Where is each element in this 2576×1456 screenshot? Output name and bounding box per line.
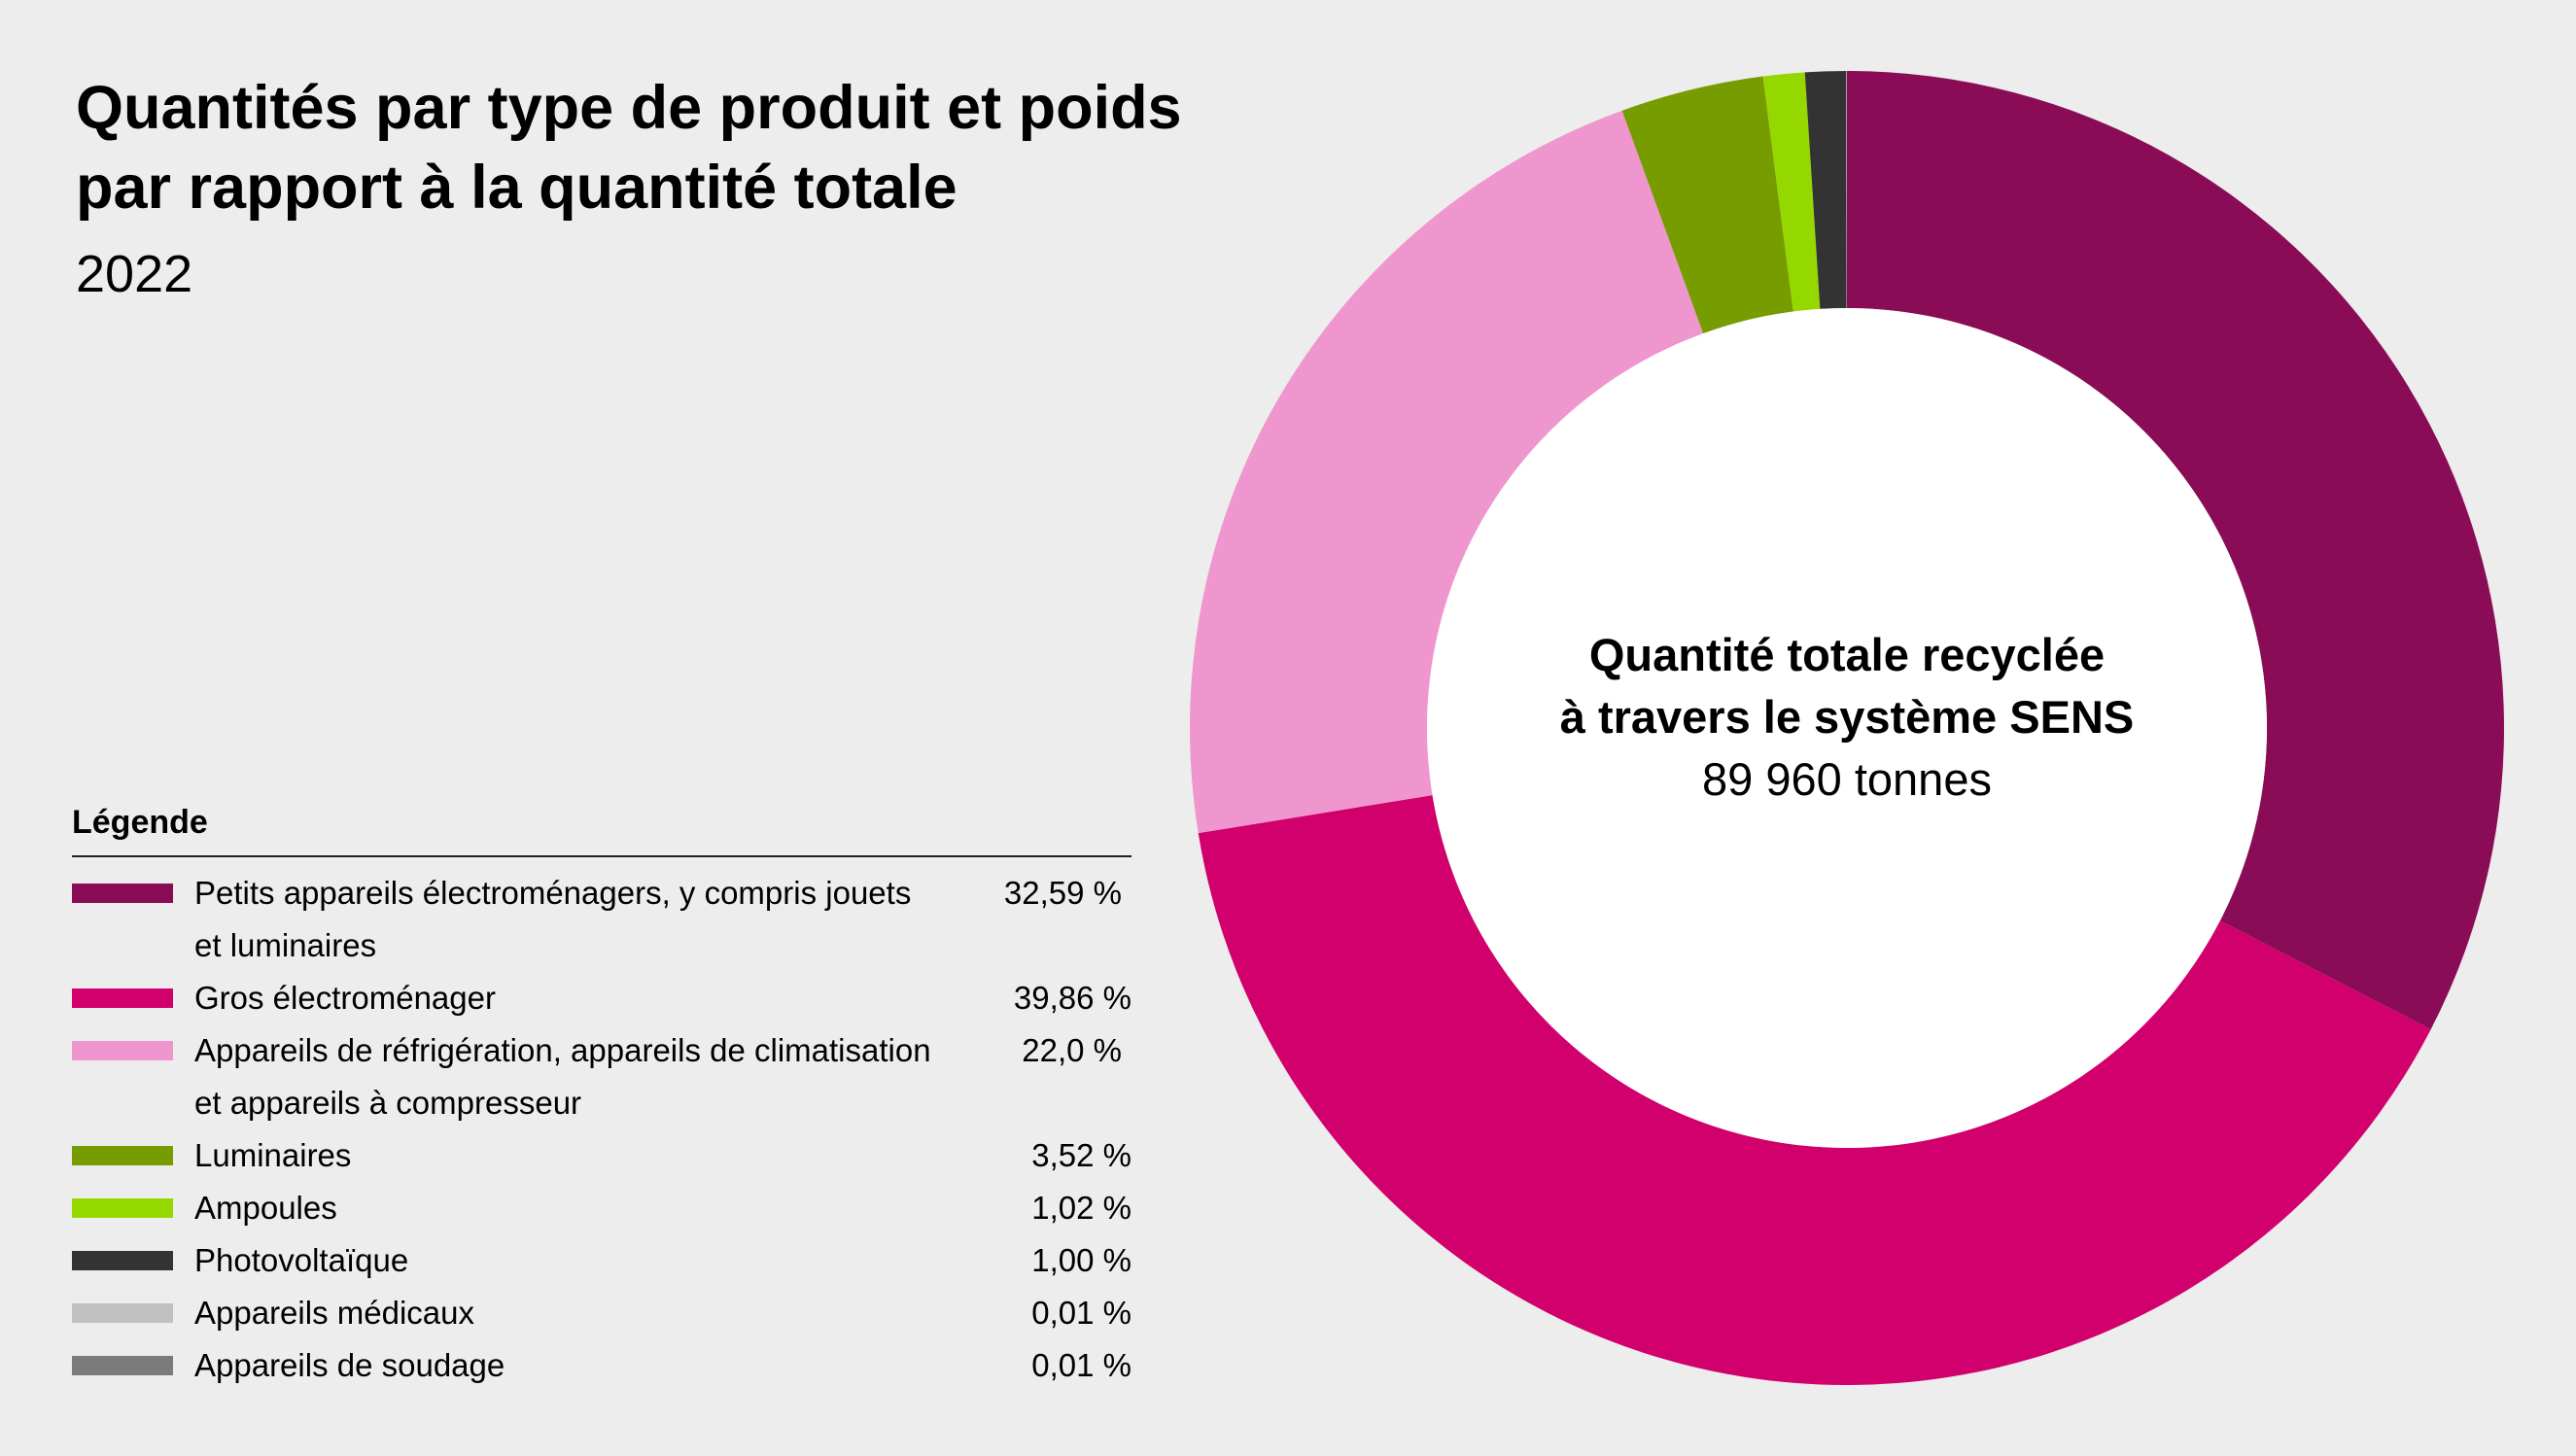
donut-slice bbox=[1190, 110, 1704, 834]
legend-value: 0,01 % bbox=[1031, 1347, 1131, 1383]
chart-subtitle: 2022 bbox=[76, 245, 193, 303]
legend-item: Petits appareils électroménagers, y comp… bbox=[72, 867, 1131, 972]
legend-label-line-2: et luminaires bbox=[194, 927, 377, 963]
legend-item: Luminaires 3,52 % bbox=[72, 1129, 1131, 1182]
legend-item: Gros électroménager 39,86 % bbox=[72, 972, 1131, 1024]
donut-slice bbox=[1621, 76, 1793, 334]
legend-swatch bbox=[72, 1146, 173, 1165]
chart-title: Quantités par type de produit et poids p… bbox=[76, 68, 1340, 227]
legend-item: Photovoltaïque 1,00 % bbox=[72, 1234, 1131, 1287]
center-label-line-1: Quantité totale recyclée bbox=[1588, 629, 2106, 680]
donut-slice bbox=[1198, 795, 2431, 1386]
legend-label: Gros électroménager bbox=[194, 972, 966, 1024]
donut-hole bbox=[1427, 308, 2267, 1148]
legend-item: Appareils de soudage 0,01 % bbox=[72, 1339, 1131, 1392]
legend-swatch bbox=[72, 988, 173, 1008]
chart-title-line-1: Quantités par type de produit et poids bbox=[76, 74, 1182, 142]
legend-label-line-1: Appareils médicaux bbox=[194, 1295, 474, 1331]
legend-swatch bbox=[72, 1198, 173, 1218]
legend-value: 22,0 % bbox=[1022, 1032, 1122, 1068]
donut-slice bbox=[1846, 71, 1847, 309]
legend-label: Appareils de soudage bbox=[194, 1339, 966, 1392]
center-total-value: 89 960 tonnes bbox=[1702, 753, 1992, 805]
legend-value: 39,86 % bbox=[1013, 980, 1131, 1016]
legend-swatch bbox=[72, 1251, 173, 1270]
legend-label-line-1: Appareils de réfrigération, appareils de… bbox=[194, 1032, 931, 1068]
legend-value: 0,01 % bbox=[1031, 1295, 1131, 1331]
donut-center-label: Quantité totale recyclée à travers le sy… bbox=[1429, 624, 2265, 811]
legend-label-line-1: Photovoltaïque bbox=[194, 1242, 409, 1278]
legend-item: Appareils médicaux 0,01 % bbox=[72, 1287, 1131, 1339]
legend-item: Ampoules 1,02 % bbox=[72, 1182, 1131, 1234]
center-label: Quantité totale recyclée à travers le sy… bbox=[1429, 624, 2265, 748]
legend-label: Appareils de réfrigération, appareils de… bbox=[194, 1024, 966, 1129]
legend-swatch bbox=[72, 1356, 173, 1375]
legend-swatch bbox=[72, 1041, 173, 1060]
chart-title-line-2: par rapport à la quantité totale bbox=[76, 154, 957, 222]
legend-label-line-1: Ampoules bbox=[194, 1190, 337, 1226]
legend-value: 3,52 % bbox=[1031, 1137, 1131, 1173]
legend-title: Légende bbox=[72, 797, 1131, 857]
legend-value: 1,00 % bbox=[1031, 1242, 1131, 1278]
legend-label: Luminaires bbox=[194, 1129, 966, 1182]
legend: Légende Petits appareils électroménagers… bbox=[72, 797, 1131, 1392]
legend-label: Appareils médicaux bbox=[194, 1287, 966, 1339]
legend-label-line-1: Luminaires bbox=[194, 1137, 352, 1173]
donut-slice bbox=[1762, 72, 1821, 312]
center-label-line-2: à travers le système SENS bbox=[1559, 691, 2135, 743]
donut-slice bbox=[1847, 71, 2505, 1030]
legend-label: Petits appareils électroménagers, y comp… bbox=[194, 867, 966, 972]
legend-label-line-1: Gros électroménager bbox=[194, 980, 496, 1016]
legend-value: 32,59 % bbox=[1003, 875, 1122, 911]
legend-label-line-2: et appareils à compresseur bbox=[194, 1085, 582, 1121]
legend-swatch bbox=[72, 1303, 173, 1323]
legend-label-line-1: Appareils de soudage bbox=[194, 1347, 505, 1383]
legend-item: Appareils de réfrigération, appareils de… bbox=[72, 1024, 1131, 1129]
legend-label: Photovoltaïque bbox=[194, 1234, 966, 1287]
legend-label: Ampoules bbox=[194, 1182, 966, 1234]
legend-value: 1,02 % bbox=[1031, 1190, 1131, 1226]
legend-swatch bbox=[72, 884, 173, 903]
donut-slice bbox=[1804, 71, 1847, 309]
legend-label-line-1: Petits appareils électroménagers, y comp… bbox=[194, 875, 912, 911]
